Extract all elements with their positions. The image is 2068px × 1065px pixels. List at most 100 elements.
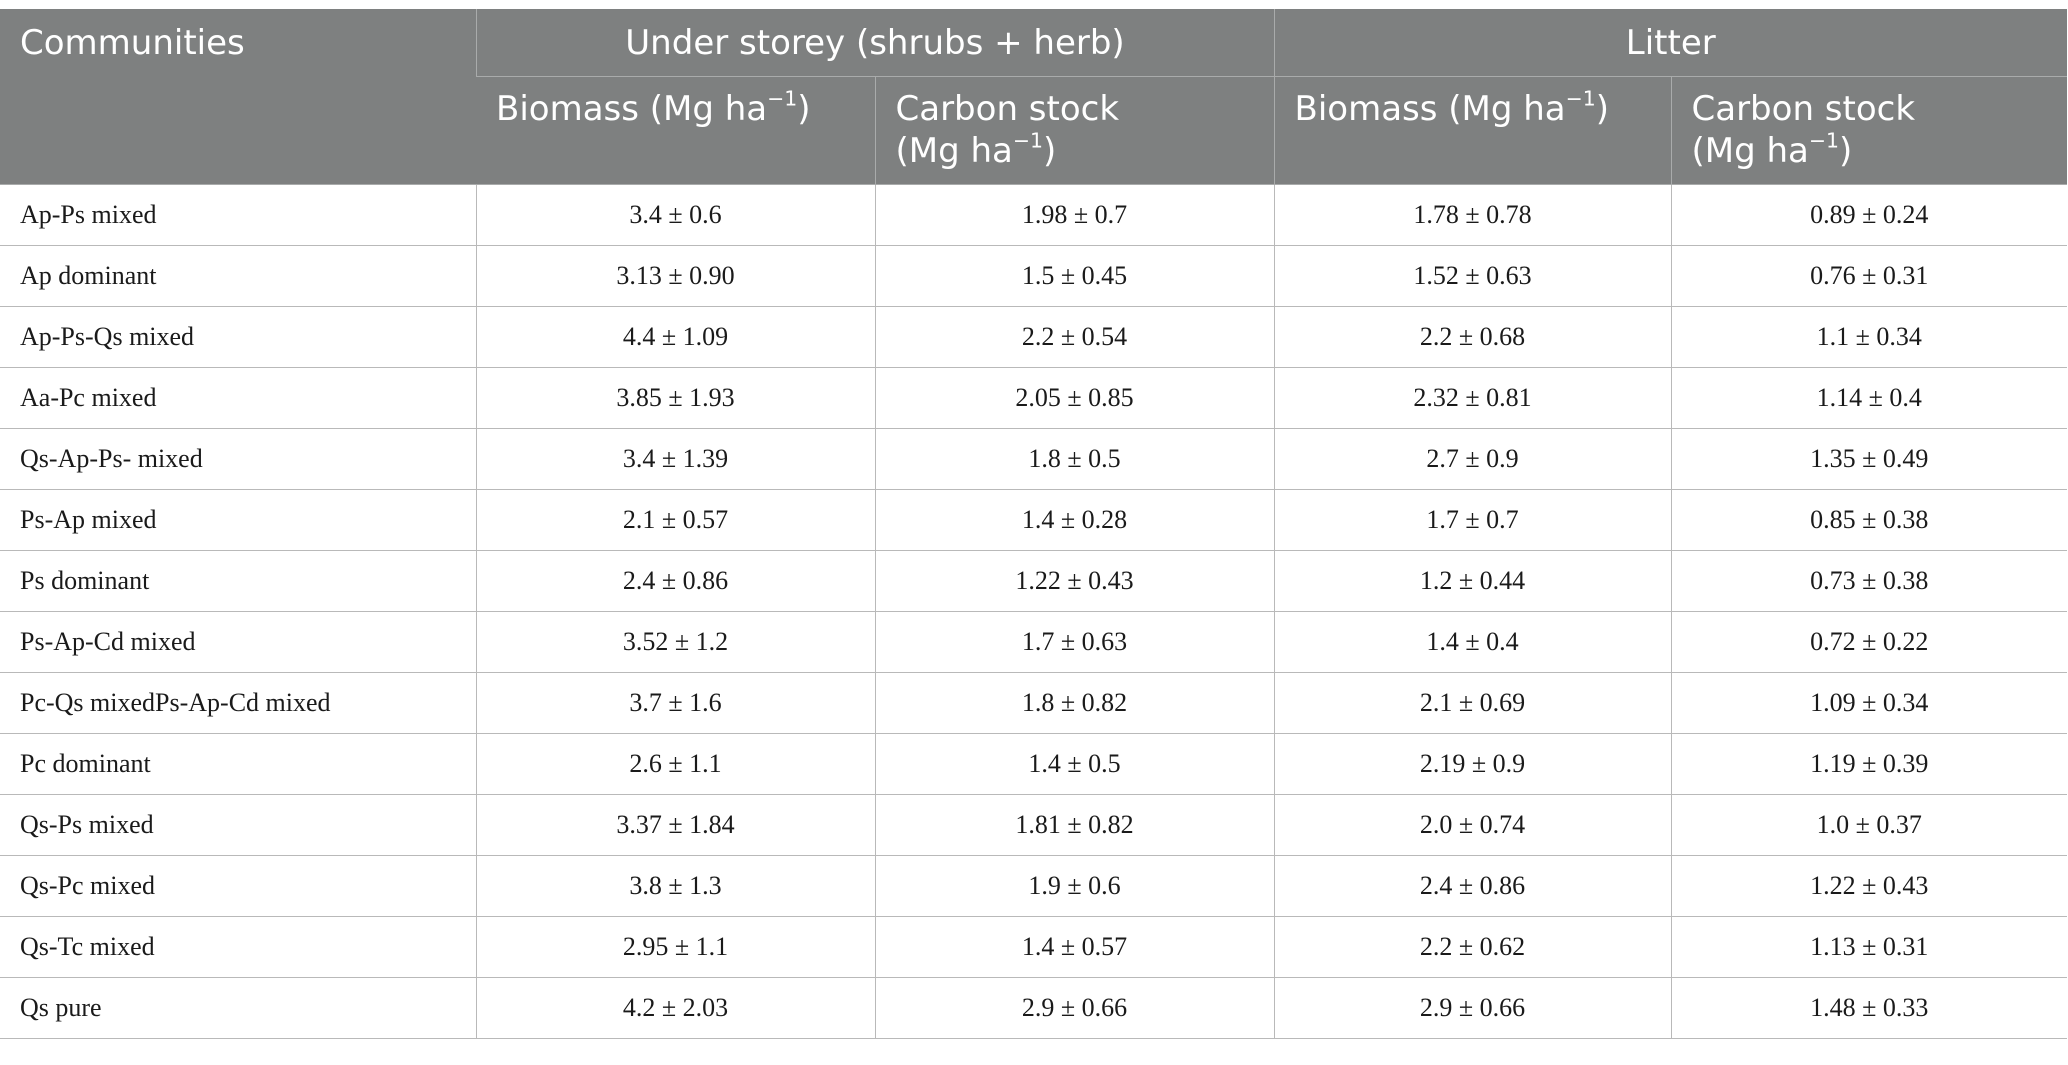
community-cell: Ap-Ps mixed [0,184,476,246]
unit-exponent: −1 [1565,86,1596,111]
table-row: Ap dominant 3.13 ± 0.90 1.5 ± 0.45 1.52 … [0,245,2068,307]
header-row-columns: Biomass (Mg ha−1) Carbon stock (Mg ha−1) … [0,76,2068,185]
understorey-carbon-cell: 1.98 ± 0.7 [874,184,1274,246]
understorey-biomass-cell: 3.4 ± 0.6 [475,184,875,246]
community-cell: Qs-Tc mixed [0,916,476,978]
unit-exponent: −1 [1012,128,1043,153]
understorey-biomass-cell: 3.8 ± 1.3 [475,855,875,917]
header-group-litter: Litter [1273,9,2068,77]
header-litter-carbon: Carbon stock (Mg ha−1) [1670,76,2068,185]
header-group-understorey: Under storey (shrubs + herb) [475,9,1274,77]
understorey-carbon-cell: 2.05 ± 0.85 [874,367,1274,429]
community-cell: Pc dominant [0,733,476,795]
table-row: Ps dominant 2.4 ± 0.86 1.22 ± 0.43 1.2 ±… [0,550,2068,612]
understorey-carbon-cell: 2.9 ± 0.66 [874,977,1274,1039]
litter-biomass-cell: 2.4 ± 0.86 [1273,855,1671,917]
litter-biomass-cell: 1.7 ± 0.7 [1273,489,1671,551]
litter-biomass-cell: 2.7 ± 0.9 [1273,428,1671,490]
table-body: Ap-Ps mixed 3.4 ± 0.6 1.98 ± 0.7 1.78 ± … [0,184,2068,1039]
table-row: Ap-Ps-Qs mixed 4.4 ± 1.09 2.2 ± 0.54 2.2… [0,306,2068,368]
litter-biomass-cell: 1.78 ± 0.78 [1273,184,1671,246]
litter-carbon-cell: 0.89 ± 0.24 [1670,184,2068,246]
table-row: Pc dominant 2.6 ± 1.1 1.4 ± 0.5 2.19 ± 0… [0,733,2068,795]
understorey-biomass-cell: 2.4 ± 0.86 [475,550,875,612]
understorey-carbon-cell: 1.4 ± 0.5 [874,733,1274,795]
unit-exponent: −1 [1808,128,1839,153]
table-row: Qs pure 4.2 ± 2.03 2.9 ± 0.66 2.9 ± 0.66… [0,977,2068,1039]
understorey-biomass-cell: 2.1 ± 0.57 [475,489,875,551]
understorey-carbon-cell: 1.5 ± 0.45 [874,245,1274,307]
understorey-biomass-cell: 4.2 ± 2.03 [475,977,875,1039]
understorey-biomass-cell: 3.4 ± 1.39 [475,428,875,490]
carbon-label-line1: Carbon stock [895,88,1120,129]
litter-biomass-cell: 2.2 ± 0.68 [1273,306,1671,368]
litter-biomass-cell: 1.2 ± 0.44 [1273,550,1671,612]
table-row: Ap-Ps mixed 3.4 ± 0.6 1.98 ± 0.7 1.78 ± … [0,184,2068,246]
litter-carbon-cell: 0.85 ± 0.38 [1670,489,2068,551]
understorey-biomass-cell: 3.7 ± 1.6 [475,672,875,734]
litter-carbon-cell: 0.76 ± 0.31 [1670,245,2068,307]
table-header: Communities Under storey (shrubs + herb)… [0,9,2068,185]
table-row: Qs-Tc mixed 2.95 ± 1.1 1.4 ± 0.57 2.2 ± … [0,916,2068,978]
litter-carbon-cell: 0.73 ± 0.38 [1670,550,2068,612]
unit-exponent: −1 [767,86,798,111]
litter-biomass-cell: 1.4 ± 0.4 [1273,611,1671,673]
understorey-biomass-cell: 3.85 ± 1.93 [475,367,875,429]
litter-carbon-cell: 1.22 ± 0.43 [1670,855,2068,917]
biomass-carbon-table: Communities Under storey (shrubs + herb)… [0,9,2068,1039]
understorey-biomass-cell: 4.4 ± 1.09 [475,306,875,368]
understorey-carbon-cell: 1.4 ± 0.57 [874,916,1274,978]
understorey-carbon-cell: 1.9 ± 0.6 [874,855,1274,917]
community-cell: Qs-Ps mixed [0,794,476,856]
litter-biomass-cell: 2.19 ± 0.9 [1273,733,1671,795]
carbon-label-line2: (Mg ha [1691,130,1809,171]
header-understorey-carbon: Carbon stock (Mg ha−1) [874,76,1274,185]
litter-biomass-cell: 2.9 ± 0.66 [1273,977,1671,1039]
understorey-biomass-cell: 3.13 ± 0.90 [475,245,875,307]
community-cell: Ap-Ps-Qs mixed [0,306,476,368]
understorey-carbon-cell: 2.2 ± 0.54 [874,306,1274,368]
header-understorey-biomass: Biomass (Mg ha−1) [476,76,875,185]
community-cell: Aa-Pc mixed [0,367,476,429]
understorey-biomass-cell: 2.6 ± 1.1 [475,733,875,795]
community-cell: Qs-Ap-Ps- mixed [0,428,476,490]
litter-biomass-cell: 2.32 ± 0.81 [1273,367,1671,429]
understorey-biomass-cell: 2.95 ± 1.1 [475,916,875,978]
litter-carbon-cell: 1.0 ± 0.37 [1670,794,2068,856]
close-paren: ) [797,88,811,129]
table-row: Aa-Pc mixed 3.85 ± 1.93 2.05 ± 0.85 2.32… [0,367,2068,429]
litter-biomass-cell: 2.1 ± 0.69 [1273,672,1671,734]
header-communities: Communities [0,9,476,185]
community-cell: Ps dominant [0,550,476,612]
litter-carbon-cell: 1.13 ± 0.31 [1670,916,2068,978]
header-row-groups: Communities Under storey (shrubs + herb)… [0,9,2068,185]
carbon-label-line2: (Mg ha [895,130,1013,171]
litter-carbon-cell: 1.35 ± 0.49 [1670,428,2068,490]
litter-carbon-cell: 1.48 ± 0.33 [1670,977,2068,1039]
table-row: Ps-Ap mixed 2.1 ± 0.57 1.4 ± 0.28 1.7 ± … [0,489,2068,551]
carbon-label-line1: Carbon stock [1691,88,1916,129]
table-row: Qs-Ps mixed 3.37 ± 1.84 1.81 ± 0.82 2.0 … [0,794,2068,856]
understorey-carbon-cell: 1.22 ± 0.43 [874,550,1274,612]
biomass-label: Biomass (Mg ha [496,88,768,129]
community-cell: Ap dominant [0,245,476,307]
biomass-label: Biomass (Mg ha [1294,88,1566,129]
understorey-carbon-cell: 1.81 ± 0.82 [874,794,1274,856]
understorey-carbon-cell: 1.8 ± 0.82 [874,672,1274,734]
litter-carbon-cell: 1.1 ± 0.34 [1670,306,2068,368]
litter-carbon-cell: 1.19 ± 0.39 [1670,733,2068,795]
litter-biomass-cell: 1.52 ± 0.63 [1273,245,1671,307]
community-cell: Ps-Ap mixed [0,489,476,551]
understorey-carbon-cell: 1.7 ± 0.63 [874,611,1274,673]
understorey-carbon-cell: 1.4 ± 0.28 [874,489,1274,551]
community-cell: Ps-Ap-Cd mixed [0,611,476,673]
table-row: Qs-Ap-Ps- mixed 3.4 ± 1.39 1.8 ± 0.5 2.7… [0,428,2068,490]
close-paren: ) [1042,130,1057,171]
table-row: Pc-Qs mixedPs-Ap-Cd mixed 3.7 ± 1.6 1.8 … [0,672,2068,734]
close-paren: ) [1595,88,1609,129]
understorey-carbon-cell: 1.8 ± 0.5 [874,428,1274,490]
litter-carbon-cell: 1.14 ± 0.4 [1670,367,2068,429]
table-row: Qs-Pc mixed 3.8 ± 1.3 1.9 ± 0.6 2.4 ± 0.… [0,855,2068,917]
understorey-biomass-cell: 3.37 ± 1.84 [475,794,875,856]
litter-carbon-cell: 1.09 ± 0.34 [1670,672,2068,734]
